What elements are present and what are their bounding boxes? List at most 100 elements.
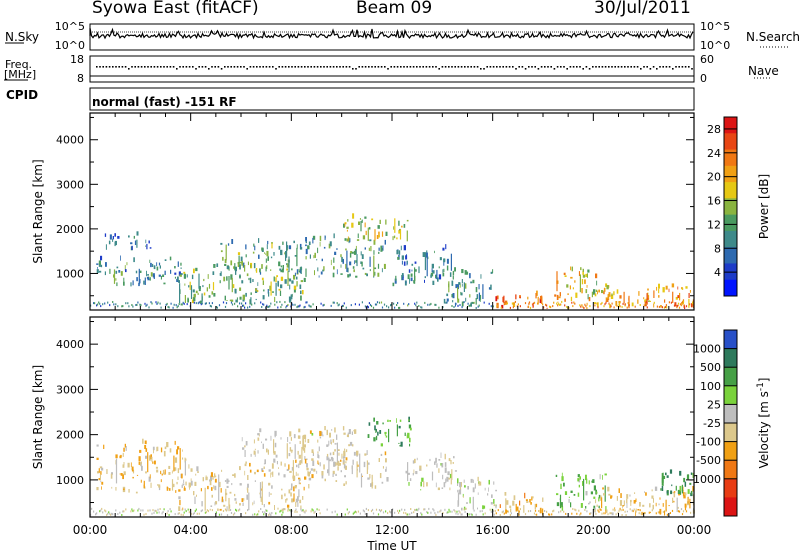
- nave-dot: [614, 66, 616, 68]
- nave-dot: [371, 66, 373, 68]
- nave-dot: [518, 66, 520, 68]
- nave-dot: [550, 66, 552, 68]
- y-tick-label: 2000: [56, 223, 84, 236]
- colorbar-tick-label: 28: [707, 123, 721, 136]
- colorbar-tick-label: 12: [707, 218, 721, 231]
- nave-dot: [134, 66, 136, 68]
- nave-dot: [316, 66, 319, 68]
- nave-dot: [124, 66, 127, 68]
- nsearch-label: N.Search: [746, 30, 800, 44]
- nave-dot: [265, 66, 268, 68]
- nave-dot: [652, 66, 655, 68]
- nave-dot: [137, 66, 140, 68]
- nave-dot: [374, 66, 376, 68]
- freq-panel-frame: [89, 55, 695, 83]
- nave-dot: [108, 66, 111, 68]
- cpid-panel-frame: [89, 87, 695, 111]
- nave-dot: [540, 66, 543, 68]
- nave-dot: [531, 66, 533, 68]
- nave-scale-top: 60: [700, 53, 714, 66]
- nave-dot: [406, 66, 408, 68]
- nave-dot: [483, 68, 485, 70]
- nave-dot: [505, 66, 508, 68]
- colorbar-label: Velocity [m s-1]: [756, 378, 771, 469]
- power-panel-region: [392, 244, 456, 287]
- nsky-scale-top: 10^5: [55, 20, 85, 33]
- nave-dot: [595, 66, 597, 68]
- y-tick-label: 3000: [56, 383, 84, 396]
- velocity-panel-region: [405, 452, 457, 491]
- colorbar-tick-label: 8: [714, 242, 721, 255]
- freq-label-line1: Freq.: [5, 58, 33, 71]
- colorbar-swatch: [724, 247, 737, 264]
- nave-dot: [355, 68, 357, 70]
- power-panel-region: [178, 261, 306, 305]
- nave-dot: [118, 66, 120, 68]
- nave-dot: [96, 66, 98, 68]
- nave-dot: [320, 66, 322, 68]
- nave-dot: [633, 66, 636, 68]
- colorbar-frame: [723, 116, 738, 297]
- velocity-panel-frame: [89, 316, 695, 518]
- nave-dot: [396, 66, 399, 68]
- nave-dot: [284, 66, 287, 68]
- nave-dot: [643, 66, 645, 68]
- colorbar-swatch: [724, 404, 737, 424]
- colorbar-swatch: [724, 423, 737, 443]
- nave-dots: [96, 66, 693, 70]
- nave-dot: [112, 66, 114, 68]
- nave-dot: [534, 66, 536, 68]
- nave-dot: [300, 66, 303, 68]
- nave-dot: [492, 66, 495, 68]
- nave-dot: [278, 66, 280, 68]
- nave-dot: [377, 66, 380, 68]
- y-axis-label: Slant Range [km]: [31, 159, 45, 263]
- cpid-label: CPID: [6, 88, 39, 102]
- nave-dot: [508, 66, 511, 68]
- mode-text: normal (fast) -151 RF: [92, 95, 237, 109]
- nave-dot: [656, 68, 658, 70]
- y-tick-label: 2000: [56, 429, 84, 442]
- nave-dot: [361, 66, 364, 68]
- nave-dot: [246, 68, 248, 70]
- nave-dot: [486, 66, 488, 68]
- nsearch-scale-top: 10^5: [700, 20, 730, 33]
- nave-dot: [512, 66, 514, 68]
- nave-dot: [460, 66, 463, 68]
- nave-dot: [262, 66, 264, 68]
- nave-dot: [332, 66, 335, 68]
- nave-dot: [448, 66, 450, 68]
- nave-dot: [192, 66, 194, 68]
- nave-dot: [563, 66, 565, 68]
- colorbar-label: Power [dB]: [757, 174, 771, 239]
- colorbar-swatch: [724, 230, 737, 248]
- power-panel-region: [442, 269, 494, 307]
- nave-dot: [345, 66, 348, 68]
- nave-dot: [457, 66, 460, 68]
- nave-dot: [368, 66, 370, 68]
- nave-dot: [681, 66, 684, 68]
- nave-dot: [336, 66, 338, 68]
- nave-dot: [304, 66, 306, 68]
- nave-dot: [208, 68, 210, 70]
- nave-dot: [688, 66, 690, 68]
- colorbar-swatch: [724, 279, 737, 297]
- nave-dot: [576, 66, 578, 68]
- colorbar-swatch: [724, 385, 737, 405]
- nave-dot: [249, 66, 252, 68]
- freq-label-line2: [MHz]: [4, 68, 37, 81]
- nave-dot: [166, 66, 168, 68]
- nave-dot: [502, 66, 504, 68]
- nave-dot: [435, 66, 437, 68]
- power-panel-region: [593, 283, 694, 309]
- x-tick-label: 00:00: [73, 523, 108, 537]
- nave-dot: [428, 66, 431, 68]
- nave-dot: [659, 66, 661, 68]
- y-tick-label: 4000: [56, 134, 84, 147]
- colorbar-swatch: [724, 198, 737, 216]
- nave-dot: [198, 66, 200, 68]
- nave-dot: [185, 66, 188, 68]
- nave-dot: [140, 66, 143, 68]
- nave-dot: [291, 66, 293, 68]
